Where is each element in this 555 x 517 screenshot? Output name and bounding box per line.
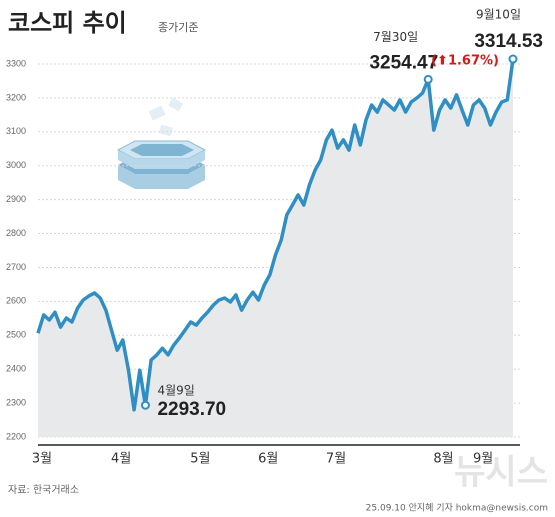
change-label: (⬆1.67%) [431,54,499,69]
date-label: 4월9일 [157,384,194,398]
value-label: 3314.53 [474,31,543,52]
y-tick-label: 3200 [6,92,26,102]
x-tick-label: 7월 [326,452,346,467]
x-tick-label: 9월 [473,452,493,467]
y-tick-label: 2500 [6,330,26,340]
value-label: 3254.47 [369,52,438,73]
x-tick-label: 4월 [111,452,131,467]
point-marker [508,54,518,64]
y-tick-label: 2800 [6,228,26,238]
chart-title: 코스피 추이 [8,9,127,37]
y-tick-label: 2900 [6,194,26,204]
source: 자료: 한국거래소 [8,484,79,496]
y-tick-label: 3100 [6,126,26,136]
point-marker [140,400,150,410]
y-tick-label: 2200 [6,431,26,441]
box-icon [116,97,207,189]
area [38,59,513,437]
y-tick-label: 3000 [6,160,26,170]
point-marker [423,74,433,84]
date-label: 7월30일 [373,30,418,44]
x-tick-label: 3월 [32,452,52,467]
x-tick-label: 6월 [258,452,278,467]
x-tick-label: 8월 [433,452,453,467]
y-tick-label: 2600 [6,296,26,306]
x-tick-label: 5월 [190,452,210,467]
y-tick-label: 2400 [6,364,26,374]
chart-subtitle: 종가기준 [158,21,198,34]
line [36,58,515,412]
watermark: 뉴시스 [454,453,548,493]
y-tick-label: 2300 [6,397,26,407]
date-label: 9월10일 [476,8,521,22]
y-tick-label: 3300 [6,58,26,68]
credit: 25.09.10 안지혜 기자 hokma@newsis.com [366,502,548,514]
y-tick-label: 2700 [6,262,26,272]
value-label: 2293.70 [157,399,226,420]
